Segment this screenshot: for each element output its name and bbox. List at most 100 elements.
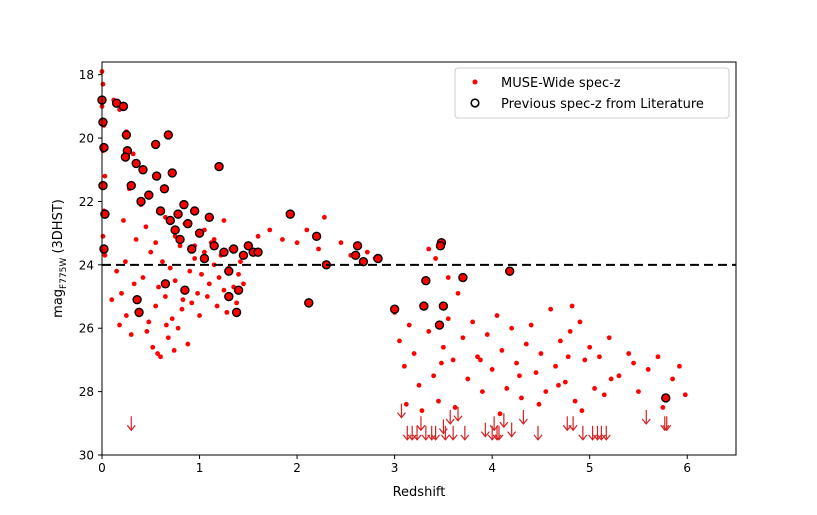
muse-point bbox=[553, 363, 558, 369]
muse-point bbox=[131, 281, 137, 287]
literature-point bbox=[285, 209, 295, 219]
literature-point bbox=[136, 196, 146, 207]
muse-point bbox=[143, 224, 149, 230]
literature-point bbox=[231, 307, 242, 318]
muse-point bbox=[221, 287, 227, 293]
literature-point bbox=[173, 209, 183, 219]
upper-limit-arrow-head bbox=[499, 421, 509, 429]
muse-point bbox=[499, 348, 505, 353]
literature-point bbox=[209, 241, 219, 251]
muse-point bbox=[236, 271, 241, 277]
literature-point bbox=[134, 307, 144, 318]
muse-point bbox=[163, 322, 169, 328]
muse-point bbox=[338, 240, 344, 246]
muse-point bbox=[528, 322, 534, 328]
muse-point bbox=[204, 294, 210, 299]
muse-point bbox=[519, 395, 524, 401]
muse-point bbox=[494, 313, 500, 318]
muse-point bbox=[543, 389, 549, 395]
upper-limit-arrow-head bbox=[438, 428, 448, 435]
y-tick-label: 18 bbox=[79, 68, 94, 82]
literature-point bbox=[505, 266, 515, 276]
upper-limit-arrow bbox=[431, 425, 441, 441]
literature-point bbox=[167, 168, 177, 178]
upper-limit-arrow bbox=[440, 425, 450, 441]
muse-point bbox=[426, 328, 432, 334]
muse-point bbox=[158, 354, 163, 360]
muse-point bbox=[601, 392, 607, 398]
literature-point bbox=[163, 130, 174, 140]
literature-point bbox=[150, 139, 161, 150]
upper-limit-arrow-head bbox=[427, 434, 437, 441]
muse-point bbox=[645, 367, 651, 372]
muse-point bbox=[133, 237, 139, 242]
muse-point bbox=[156, 284, 161, 290]
muse-point bbox=[445, 316, 451, 322]
upper-limit-arrow bbox=[578, 425, 588, 441]
upper-limit-arrow-head bbox=[568, 424, 578, 432]
upper-limit-arrow-head bbox=[601, 434, 611, 441]
muse-point bbox=[255, 233, 261, 239]
muse-point bbox=[214, 303, 220, 309]
muse-point bbox=[241, 281, 246, 287]
upper-limit-arrow-head bbox=[494, 434, 504, 441]
muse-point bbox=[523, 341, 529, 347]
muse-point bbox=[202, 249, 207, 255]
upper-limit-arrow bbox=[438, 419, 448, 435]
muse-point bbox=[403, 401, 409, 407]
upper-limit-arrow bbox=[448, 425, 458, 441]
muse-point bbox=[100, 233, 106, 239]
legend-marker-muse bbox=[472, 79, 478, 85]
muse-point bbox=[109, 297, 115, 303]
muse-point bbox=[562, 379, 568, 385]
literature-point bbox=[661, 393, 671, 403]
muse-point bbox=[533, 370, 539, 375]
muse-point bbox=[160, 259, 165, 265]
muse-point bbox=[509, 325, 515, 331]
y-tick-label: 22 bbox=[79, 195, 94, 209]
muse-point bbox=[504, 386, 510, 391]
muse-point bbox=[221, 218, 227, 223]
literature-point bbox=[224, 266, 234, 276]
x-tick-label: 0 bbox=[98, 461, 106, 475]
muse-point bbox=[146, 319, 152, 325]
muse-point bbox=[316, 246, 321, 252]
muse-point bbox=[364, 249, 370, 255]
legend-label-literature: Previous spec-z from Literature bbox=[501, 97, 704, 112]
muse-point bbox=[238, 259, 243, 265]
muse-point bbox=[153, 240, 159, 246]
muse-point bbox=[216, 275, 222, 280]
upper-limit-arrow bbox=[427, 425, 437, 441]
muse-point bbox=[199, 271, 204, 277]
muse-point bbox=[548, 306, 554, 312]
muse-point bbox=[179, 306, 185, 312]
legend-box bbox=[454, 67, 730, 119]
literature-point bbox=[151, 171, 162, 181]
upper-limit-arrow bbox=[662, 416, 672, 432]
literature-point bbox=[98, 180, 108, 191]
upper-limit-arrow-head bbox=[518, 418, 528, 425]
muse-point bbox=[475, 354, 480, 360]
y-tick-label: 30 bbox=[79, 449, 94, 463]
axes-frame bbox=[101, 61, 737, 456]
x-tick-label: 3 bbox=[391, 461, 399, 475]
upper-limit-arrow bbox=[460, 425, 470, 441]
muse-point bbox=[455, 290, 461, 296]
literature-point bbox=[138, 165, 148, 175]
muse-point bbox=[556, 382, 561, 388]
literature-point bbox=[438, 301, 449, 311]
muse-point bbox=[631, 360, 636, 366]
y-tick-label: 24 bbox=[79, 258, 94, 272]
muse-point bbox=[406, 322, 412, 328]
upper-limit-arrow bbox=[396, 403, 406, 419]
muse-point bbox=[150, 344, 156, 350]
muse-point bbox=[579, 408, 585, 414]
muse-point bbox=[169, 316, 175, 322]
muse-point bbox=[445, 275, 451, 280]
literature-point bbox=[121, 130, 132, 140]
literature-point bbox=[179, 199, 189, 210]
y-axis-label-subscript: F775W bbox=[59, 258, 69, 289]
literature-point bbox=[253, 247, 263, 257]
muse-point bbox=[187, 268, 193, 274]
